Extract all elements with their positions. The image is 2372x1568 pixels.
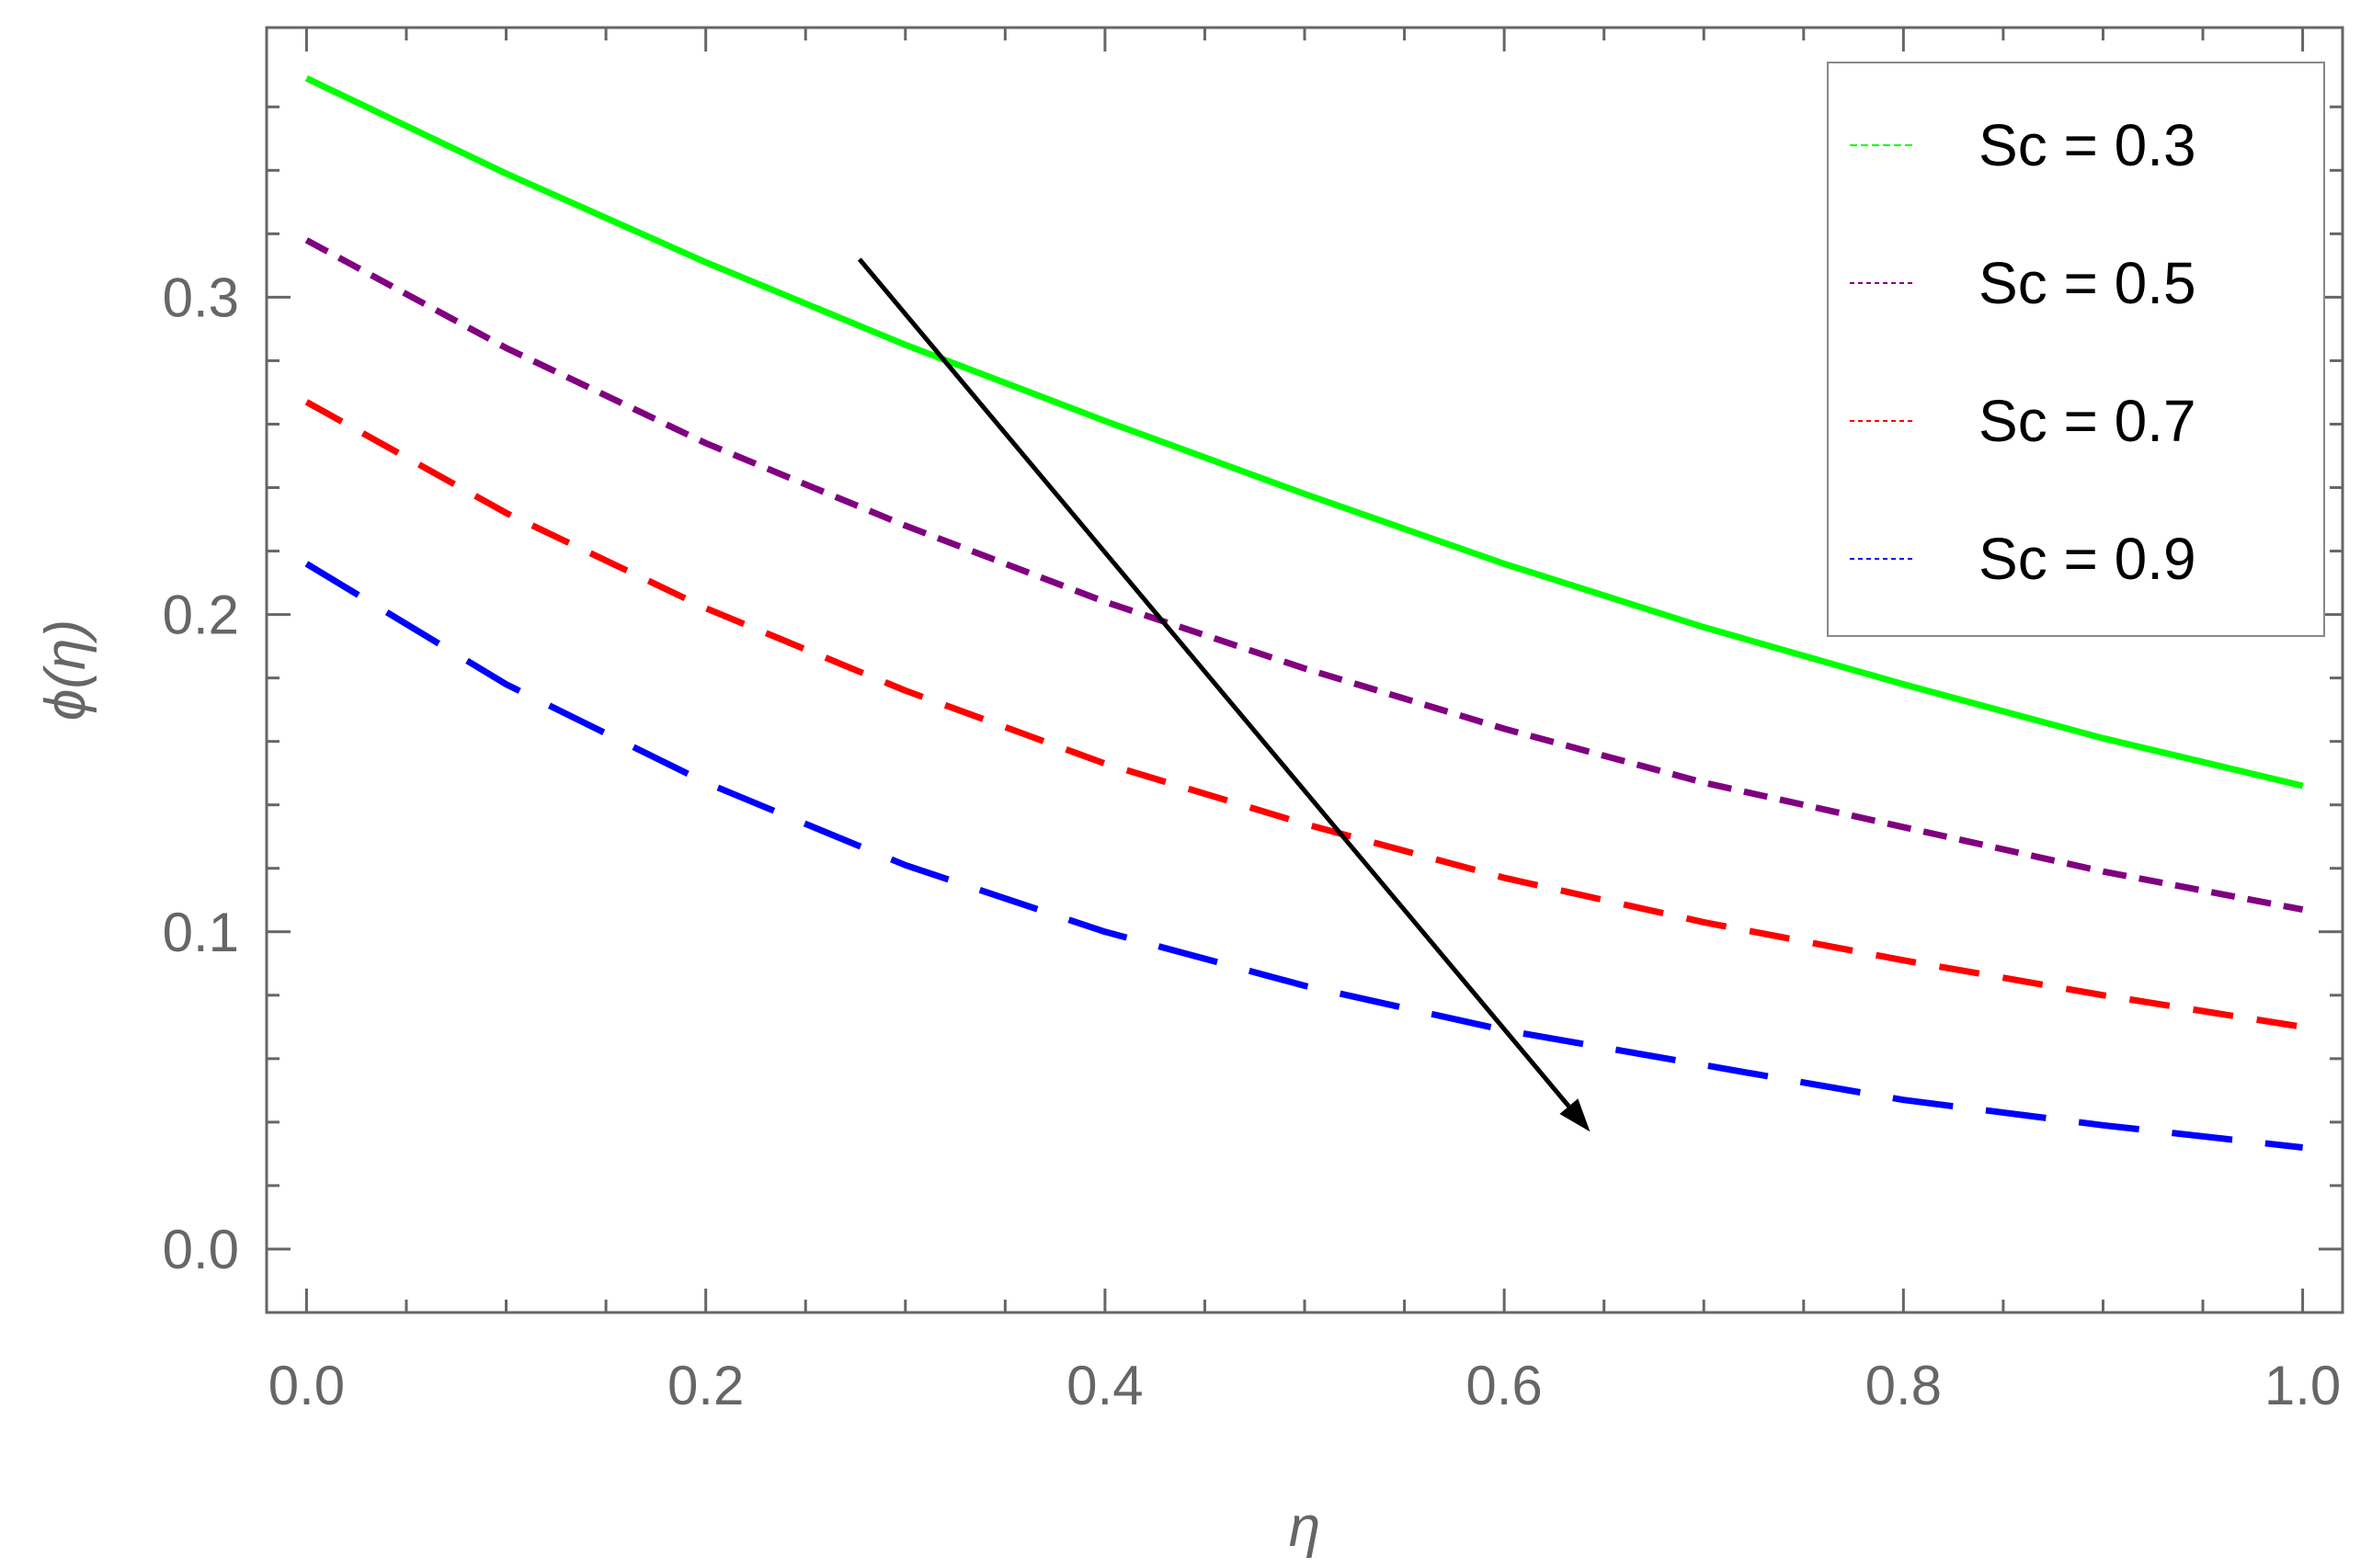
- legend-label: Sc = 0.9: [1979, 526, 2196, 592]
- y-tick-label: 0.2: [163, 585, 239, 646]
- y-tick-label: 0.0: [163, 1219, 239, 1280]
- series-line: [304, 237, 2304, 914]
- series-line: [304, 399, 2304, 1030]
- legend-label: Sc = 0.7: [1979, 388, 2196, 454]
- legend-item: Sc = 0.7: [1850, 388, 2196, 454]
- legend-label: Sc = 0.5: [1979, 250, 2196, 316]
- legend-item: Sc = 0.3: [1850, 112, 2196, 178]
- annotation-arrow-shaft: [857, 257, 1571, 1108]
- legend-label: Sc = 0.3: [1979, 112, 2196, 178]
- y-tick-label: 0.3: [163, 267, 239, 328]
- annotation-arrow-head: [1559, 1098, 1591, 1132]
- x-tick-label: 1.0: [2264, 1355, 2341, 1416]
- series-line: [304, 75, 2304, 790]
- x-tick-label: 0.2: [667, 1355, 744, 1416]
- plot-area: 0.0 0.2 0.4 0.6 0.8 1.0 0.0 0.1 0.2 0.3 η ϕ(η) Sc = …: [34, 26, 2344, 1559]
- x-tick-label: 0.8: [1865, 1355, 1942, 1416]
- x-tick-label: 0.0: [268, 1355, 345, 1416]
- series-line: [304, 561, 2303, 1151]
- legend-item: Sc = 0.5: [1850, 250, 2196, 316]
- y-axis-title: ϕ(η): [34, 619, 97, 721]
- legend: Sc = 0.3 Sc = 0.5 Sc = 0.7 Sc = 0.9: [1827, 62, 2325, 637]
- legend-item: Sc = 0.9: [1850, 526, 2196, 592]
- x-tick-label: 0.6: [1465, 1355, 1542, 1416]
- legend-box: [1827, 62, 2325, 637]
- y-tick-label: 0.1: [163, 902, 239, 963]
- x-axis-title: η: [1289, 1495, 1320, 1559]
- x-tick-label: 0.4: [1066, 1355, 1143, 1416]
